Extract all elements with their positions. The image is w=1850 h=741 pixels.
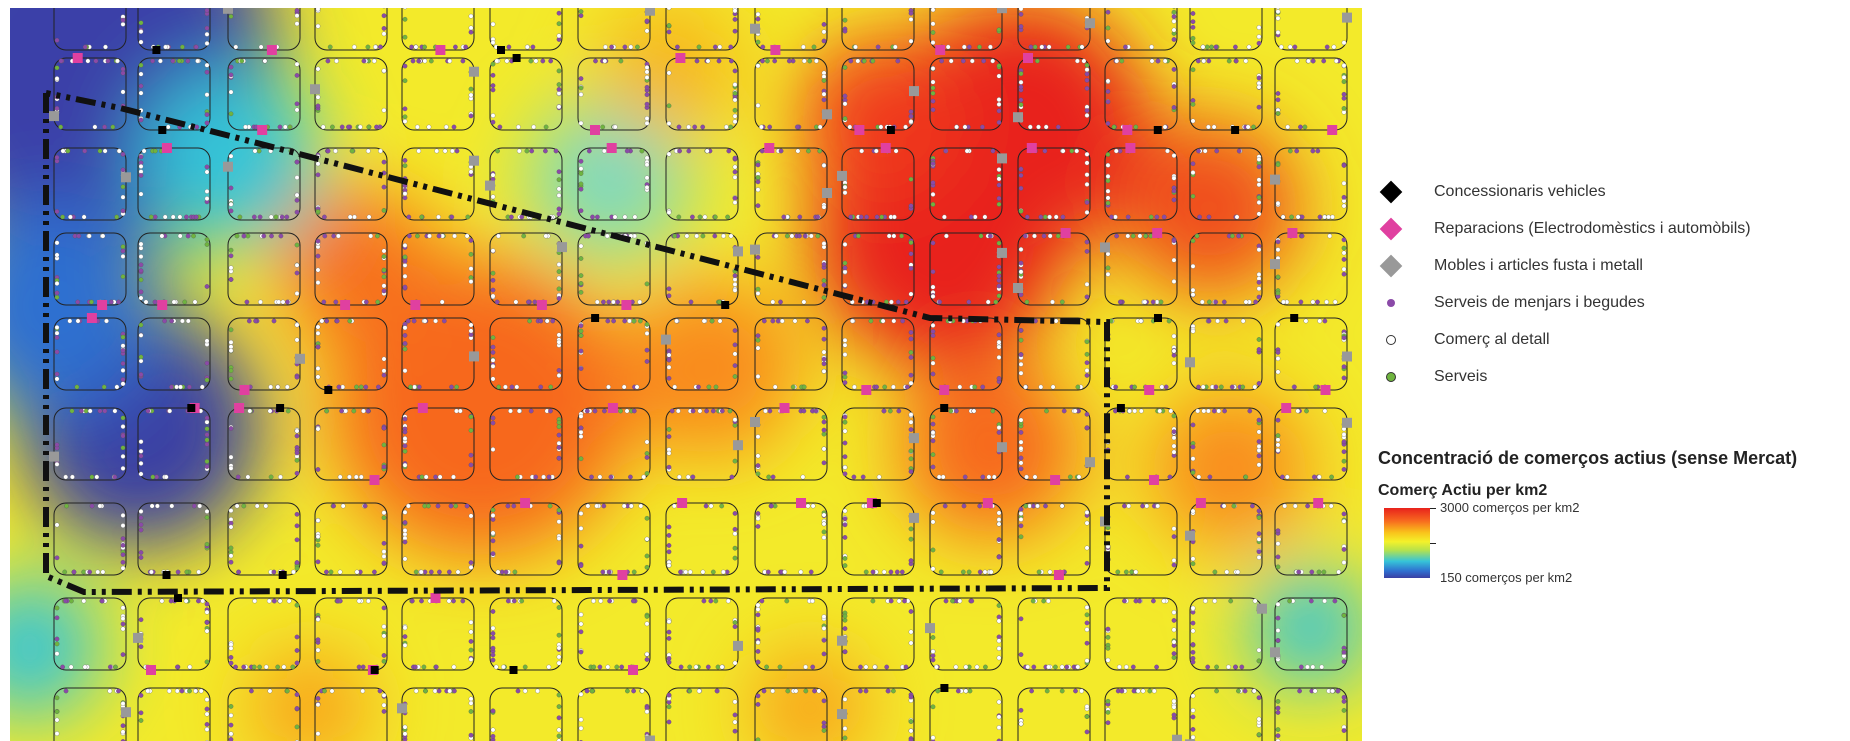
heatmap-layer: [10, 8, 1362, 741]
legend-subtitle: Comerç Actiu per km2: [1378, 482, 1548, 499]
shop-points: [49, 8, 1352, 741]
color-ramp: [1384, 508, 1430, 578]
legend-label: Serveis de menjars i begudes: [1434, 294, 1645, 311]
legend-item-detall: Comerç al detall: [1378, 328, 1550, 352]
legend-item-menjars: Serveis de menjars i begudes: [1378, 291, 1645, 315]
legend-label: Serveis: [1434, 368, 1488, 385]
legend-item-mobles: Mobles i articles fusta i metall: [1378, 254, 1643, 278]
ramp-label-min: 150 comerços per km2: [1440, 570, 1573, 585]
legend-item-reparacions: Reparacions (Electrodomèstics i automòbi…: [1378, 217, 1751, 241]
ramp-label-max: 3000 comerços per km2: [1440, 500, 1580, 515]
gray-diamond-icon: [1379, 254, 1403, 278]
legend-item-serveis: Serveis: [1378, 365, 1487, 389]
legend-label: Mobles i articles fusta i metall: [1434, 257, 1643, 274]
magenta-diamond-icon: [1379, 217, 1403, 241]
street-blocks: [53, 8, 1348, 741]
legend-label: Concessionaris vehicles: [1434, 183, 1606, 200]
legend-label: Comerç al detall: [1434, 331, 1550, 348]
legend-item-concessionaris: Concessionaris vehicles: [1378, 180, 1606, 204]
study-area-boundary: [43, 90, 1110, 596]
density-map: [10, 8, 1362, 741]
green-dot-icon: [1386, 372, 1396, 382]
ramp-tick-max: [1430, 508, 1436, 509]
purple-dot-icon: [1387, 299, 1395, 307]
ramp-tick-mid: [1430, 543, 1436, 544]
white-dot-icon: [1386, 335, 1396, 345]
black-diamond-icon: [1379, 180, 1403, 204]
legend-title: Concentració de comerços actius (sense M…: [1378, 448, 1798, 468]
legend-label: Reparacions (Electrodomèstics i automòbi…: [1434, 220, 1751, 237]
